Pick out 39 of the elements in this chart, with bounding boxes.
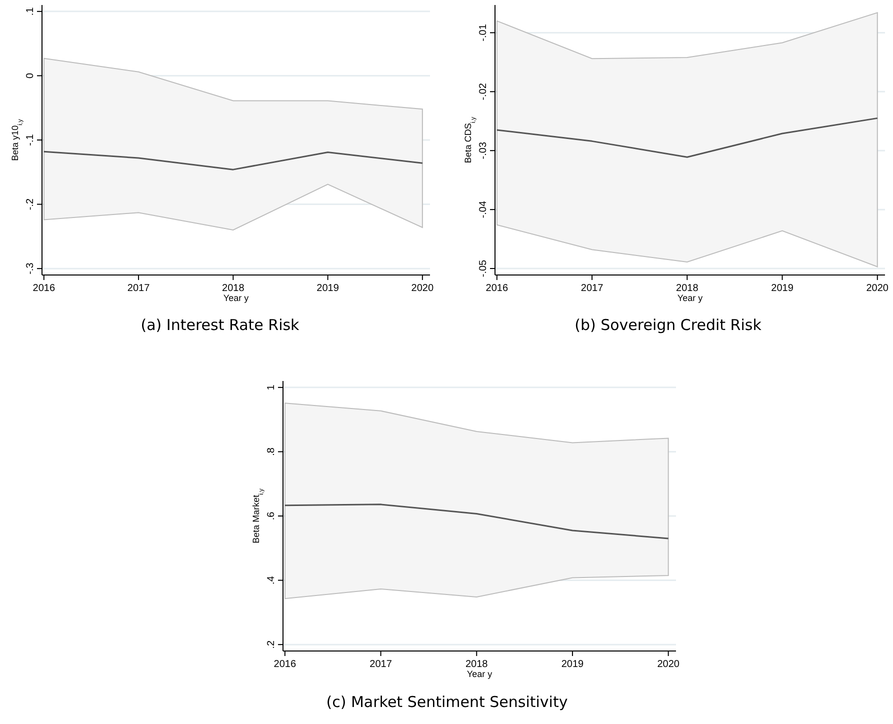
y-tick-label: .2 bbox=[266, 640, 277, 649]
line-series bbox=[284, 504, 670, 540]
y-tick-label: -.02 bbox=[478, 82, 489, 100]
y-tick-label: -.04 bbox=[478, 200, 489, 218]
y-tick-label: -.3 bbox=[25, 262, 36, 274]
text: (b) Sovereign Credit Risk bbox=[574, 316, 762, 334]
y-tick-label: -.1 bbox=[25, 134, 36, 146]
x-tick-label: 2016 bbox=[486, 283, 508, 294]
x-tick-label: 2019 bbox=[561, 659, 584, 670]
x-axis-title: Year y bbox=[223, 293, 250, 303]
y-tick-label: .1 bbox=[25, 6, 36, 16]
line-series bbox=[43, 150, 424, 170]
x-tick-label: 2017 bbox=[127, 283, 150, 294]
y-tick-label: -.2 bbox=[25, 198, 36, 210]
y-tick-label: -.01 bbox=[478, 24, 489, 42]
x-axis-title: Year y bbox=[466, 669, 493, 679]
y-tick-label: -.05 bbox=[478, 259, 489, 278]
y-tick-label: 1 bbox=[266, 384, 277, 390]
line-series bbox=[496, 117, 878, 158]
y-tick-label: 0 bbox=[25, 72, 36, 78]
x-tick-label: 2017 bbox=[370, 659, 392, 670]
x-tick-label: 2020 bbox=[866, 283, 889, 294]
x-tick-label: 2020 bbox=[411, 283, 434, 294]
x-axis-title: Year y bbox=[677, 293, 704, 303]
y-tick-label: -.03 bbox=[478, 142, 489, 160]
x-tick-label: 2019 bbox=[316, 283, 340, 294]
x-tick-label: 2018 bbox=[222, 283, 245, 294]
x-tick-label: 2018 bbox=[466, 659, 488, 670]
text: (a) Interest Rate Risk bbox=[140, 316, 300, 334]
x-tick-label: 2016 bbox=[274, 659, 296, 670]
text: (c) Market Sentiment Sensitivity bbox=[326, 693, 568, 711]
x-tick-label: 2018 bbox=[676, 283, 699, 294]
x-tick-label: 2017 bbox=[580, 283, 604, 294]
y-tick-label: .6 bbox=[266, 511, 277, 520]
y-tick-label: .8 bbox=[266, 447, 277, 456]
x-tick-label: 2016 bbox=[32, 283, 56, 294]
y-tick-label: .4 bbox=[266, 576, 277, 584]
x-tick-label: 2020 bbox=[657, 659, 680, 670]
x-tick-label: 2019 bbox=[771, 283, 794, 294]
